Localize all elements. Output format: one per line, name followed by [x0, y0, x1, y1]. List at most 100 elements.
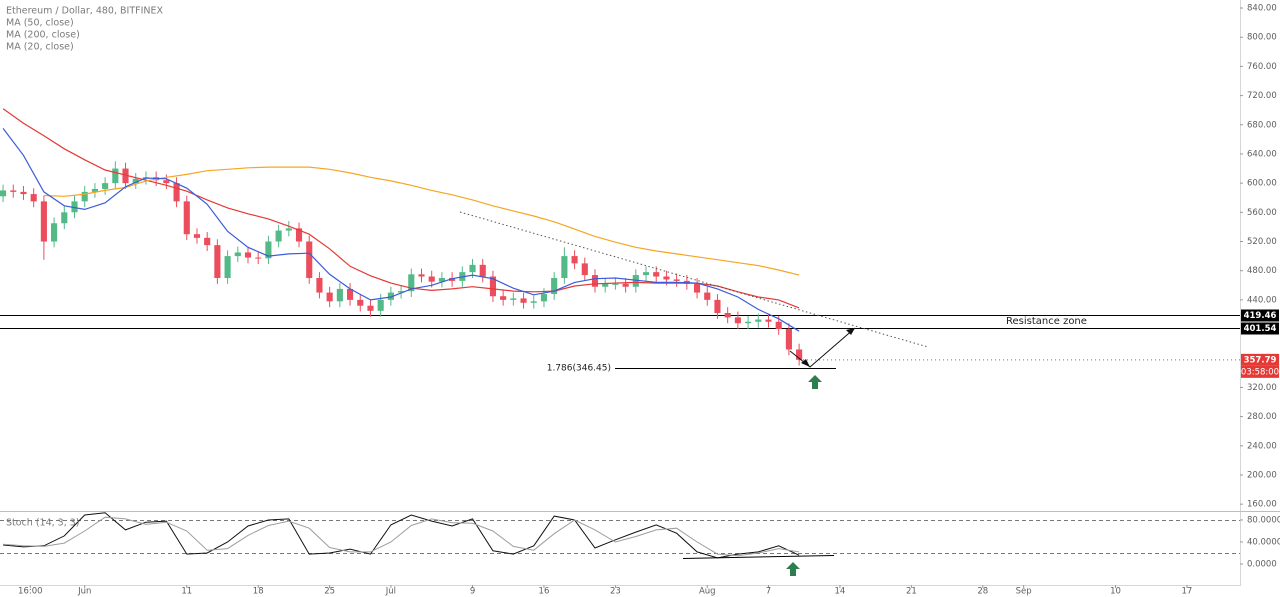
candle-body: [255, 257, 262, 259]
candle-body: [398, 291, 405, 293]
x-tick-label: 10: [1110, 587, 1121, 597]
candle-body: [653, 272, 660, 277]
candle-body: [295, 228, 303, 242]
candle-body: [591, 275, 599, 287]
moving-average: [2, 128, 800, 332]
candle-body: [500, 296, 507, 300]
candle-body: [540, 294, 548, 302]
candle-body: [265, 241, 272, 259]
x-tick-label: Sep: [1016, 587, 1032, 597]
y-tick-label: 480.00: [1247, 266, 1277, 276]
x-tick-label: 17: [1182, 587, 1193, 597]
x-tick-label: 25: [324, 587, 335, 597]
candle-body: [316, 277, 323, 293]
y-tick-label: 240.00: [1247, 441, 1277, 451]
candle-body: [734, 317, 741, 324]
y-tick-label: 440.00: [1247, 295, 1277, 305]
x-tick-label: 23: [610, 587, 621, 597]
candle-body: [275, 230, 282, 242]
candle-body: [10, 190, 17, 192]
candle-body: [408, 274, 415, 292]
indicator-title: Stoch (14, 3, 3): [6, 518, 80, 529]
countdown-tag: [1241, 365, 1279, 378]
arrow-head: [846, 328, 855, 335]
price-tag: [1241, 322, 1279, 335]
candle-body: [193, 234, 201, 238]
up-arrow-icon: [808, 375, 822, 389]
candle-body: [224, 256, 231, 278]
candle-body: [122, 168, 129, 184]
candle-body: [163, 180, 170, 184]
candle-body: [387, 292, 394, 300]
stoch-line: [3, 516, 800, 557]
candle-body: [71, 201, 78, 213]
candle-body: [285, 228, 292, 231]
y-tick-label: 720.00: [1247, 91, 1277, 101]
candle-body: [336, 288, 343, 302]
x-tick-label: 16: [539, 587, 550, 597]
candle-body: [204, 237, 211, 246]
candle-body: [377, 299, 384, 311]
candle-body: [357, 299, 364, 306]
y-tick-label: 80.0000: [1247, 515, 1280, 525]
candle-body: [0, 190, 7, 197]
y-tick-label: 280.00: [1247, 412, 1277, 422]
candle-body: [510, 298, 517, 300]
candle-body: [673, 279, 680, 281]
y-tick-label: 200.00: [1247, 470, 1277, 480]
candle-body: [775, 321, 782, 330]
candle-body: [61, 212, 68, 224]
up-arrow-icon: [786, 562, 800, 576]
price-pane: [0, 108, 1240, 366]
candle-body: [418, 274, 425, 277]
candle-body: [693, 283, 701, 293]
candle-body: [642, 272, 650, 276]
candle-body: [367, 305, 374, 311]
candle-body: [489, 276, 496, 297]
y-tick-label: 800.00: [1247, 33, 1277, 43]
trend-line: [459, 211, 929, 348]
countdown-label: 03:58:00: [1241, 367, 1279, 377]
x-tick-label: 14: [835, 587, 846, 597]
price-tag-label: 419.46: [1244, 311, 1277, 321]
y-tick-label: 600.00: [1247, 179, 1277, 189]
fib-level-label: 1.786(346.45): [547, 364, 611, 374]
candle-body: [51, 223, 58, 242]
candle-body: [612, 283, 619, 285]
x-tick-label: 18: [253, 587, 264, 597]
arrow-head: [801, 359, 810, 367]
x-tick-label: Jul: [385, 587, 396, 597]
x-tick-label: 11: [181, 587, 192, 597]
candle-body: [530, 301, 537, 303]
y-tick-label: 760.00: [1247, 62, 1277, 72]
candle-body: [30, 194, 37, 202]
indicator-trend-line: [682, 555, 835, 559]
moving-average: [43, 166, 800, 276]
y-tick-label: 320.00: [1247, 383, 1277, 393]
candle-body: [438, 277, 445, 282]
candle-body: [91, 188, 98, 192]
candle-body: [346, 288, 354, 300]
candle-body: [622, 283, 629, 287]
candle-body: [581, 263, 588, 276]
candle-body: [20, 191, 27, 195]
x-tick-label: 28: [977, 587, 988, 597]
candle-body: [561, 256, 568, 278]
last-price-label: 357.79: [1244, 355, 1277, 365]
indicator-pane: [0, 512, 1240, 559]
symbol-title: Ethereum / Dollar, 480, BITFINEX: [6, 6, 163, 17]
y-tick-label: 160.00: [1247, 500, 1277, 510]
candle-body: [428, 276, 435, 282]
candle-body: [244, 252, 252, 258]
legend-entry: MA (50, close): [6, 18, 74, 29]
candle-body: [214, 245, 221, 278]
y-tick-label: 0.0000: [1247, 559, 1277, 569]
candle-body: [704, 292, 711, 300]
candle-body: [40, 201, 47, 242]
x-tick-label: 16:00: [18, 587, 43, 597]
candle-body: [755, 319, 762, 322]
candle-body: [714, 299, 721, 314]
x-tick-label: 9: [470, 587, 475, 597]
